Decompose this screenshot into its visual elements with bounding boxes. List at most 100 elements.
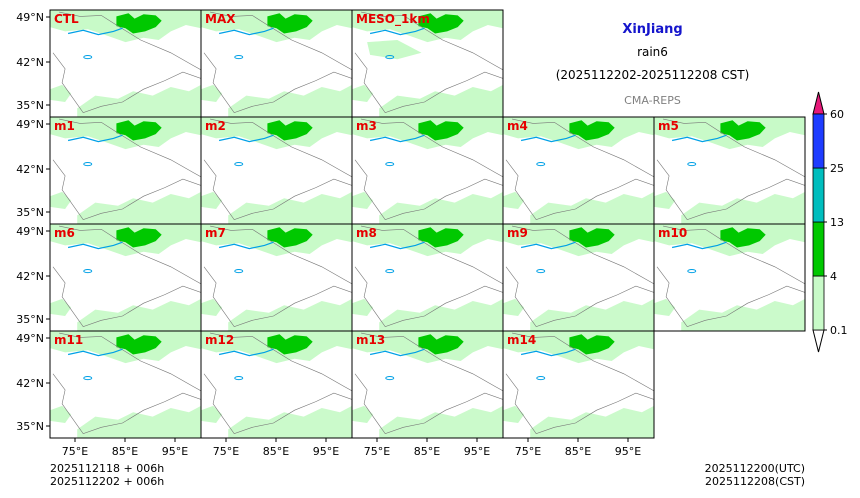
lake-outline: [234, 161, 244, 167]
boundary-line: [505, 159, 654, 221]
river-line: [369, 134, 425, 143]
y-tick-label: 35°N: [16, 206, 44, 219]
valid-time-footer: 2025112200(UTC) 2025112208(CST): [660, 462, 805, 488]
y-tick-label: 35°N: [16, 420, 44, 433]
river-line: [218, 27, 274, 36]
light-rain-area: [681, 191, 805, 224]
boundary-line: [52, 373, 201, 435]
lake-outline: [83, 54, 93, 60]
panel-label: MAX: [205, 12, 236, 26]
boundary-line: [203, 373, 352, 435]
light-rain-area: [201, 405, 223, 423]
y-tick-label: 49°N: [16, 11, 44, 24]
panel-label: m7: [205, 226, 226, 240]
lake-outline: [83, 161, 93, 167]
colorbar-segment: [812, 113, 825, 169]
light-rain-area: [352, 298, 374, 316]
light-rain-area: [77, 84, 201, 117]
x-tick-label: 85°E: [263, 445, 289, 458]
light-rain-area: [530, 191, 654, 224]
light-rain-area: [654, 298, 676, 316]
y-tick-label: 35°N: [16, 99, 44, 112]
y-tick-label: 49°N: [16, 332, 44, 345]
x-tick-label: 75°E: [62, 445, 88, 458]
colorbar-level-label: 25: [830, 162, 844, 175]
panel-label: m8: [356, 226, 377, 240]
y-tick-label: 42°N: [16, 377, 44, 390]
light-rain-area: [50, 84, 72, 102]
lake-outline: [687, 268, 697, 274]
colorbar-under-arrow: [812, 329, 825, 353]
moderate-rain-area: [267, 120, 313, 141]
boundary-line: [361, 225, 503, 285]
light-rain-area: [379, 298, 503, 331]
colorbar-segment: [812, 167, 825, 223]
panel-m11: m11 49°N 42°N 35°N 75°E 85°E 95°E: [16, 330, 202, 458]
boundary-line: [52, 266, 201, 328]
panel-label: m6: [54, 226, 75, 240]
boundary-line: [354, 159, 503, 221]
colorbar-over-arrow: [812, 91, 825, 115]
boundary-line: [512, 225, 654, 285]
period-label: (2025112202-2025112208 CST): [555, 68, 750, 82]
panel-label: m11: [54, 333, 83, 347]
moderate-rain-area: [116, 13, 162, 34]
lake-outline: [536, 268, 546, 274]
river-line: [520, 348, 576, 357]
y-tick-label: 42°N: [16, 56, 44, 69]
moderate-rain-area: [569, 227, 615, 248]
variable-label: rain6: [637, 45, 668, 59]
lake-outline: [234, 268, 244, 274]
boundary-line: [59, 225, 201, 285]
boundary-line: [354, 52, 503, 114]
river-line: [67, 241, 123, 250]
init-time-utc: 2025112118 + 006h: [50, 462, 165, 475]
panel-m9: m9: [502, 223, 655, 332]
y-tick-label: 49°N: [16, 225, 44, 238]
light-rain-area: [530, 298, 654, 331]
panel-label: CTL: [54, 12, 79, 26]
x-tick-label: 95°E: [313, 445, 339, 458]
lake-outline: [536, 161, 546, 167]
panel-label: m1: [54, 119, 75, 133]
light-rain-area: [50, 405, 72, 423]
light-rain-area: [367, 40, 422, 60]
boundary-line: [505, 266, 654, 328]
valid-time-cst: 2025112208(CST): [705, 475, 805, 488]
lake-outline: [83, 268, 93, 274]
light-rain-area: [77, 298, 201, 331]
light-rain-area: [503, 405, 525, 423]
boundary-line: [354, 373, 503, 435]
boundary-line: [59, 11, 201, 71]
y-tick-label: 42°N: [16, 163, 44, 176]
river-line: [671, 134, 727, 143]
x-tick-label: 95°E: [162, 445, 188, 458]
panel-label: m4: [507, 119, 528, 133]
panel-m6: m6 49°N 42°N 35°N: [16, 223, 202, 332]
panel-ctl: CTL 49°N 42°N 35°N: [16, 9, 202, 118]
light-rain-area: [201, 191, 223, 209]
light-rain-area: [352, 405, 374, 423]
lake-outline: [385, 54, 395, 60]
panel-m14: m14 75°E 85°E 95°E: [502, 330, 655, 458]
panel-m8: m8: [351, 223, 504, 332]
panel-m4: m4: [502, 116, 655, 225]
x-tick-label: 95°E: [464, 445, 490, 458]
moderate-rain-area: [267, 227, 313, 248]
moderate-rain-area: [267, 13, 313, 34]
boundary-line: [52, 159, 201, 221]
panel-label: m10: [658, 226, 687, 240]
boundary-line: [361, 118, 503, 178]
panel-meso-1km: MESO_1km: [351, 9, 504, 118]
river-line: [218, 348, 274, 357]
boundary-line: [203, 266, 352, 328]
boundary-line: [52, 52, 201, 114]
light-rain-area: [50, 191, 72, 209]
river-line: [218, 241, 274, 250]
panel-label: m2: [205, 119, 226, 133]
light-rain-area: [228, 84, 352, 117]
moderate-rain-area: [569, 120, 615, 141]
river-line: [369, 348, 425, 357]
boundary-line: [663, 225, 805, 285]
colorbar-segment: [812, 221, 825, 277]
